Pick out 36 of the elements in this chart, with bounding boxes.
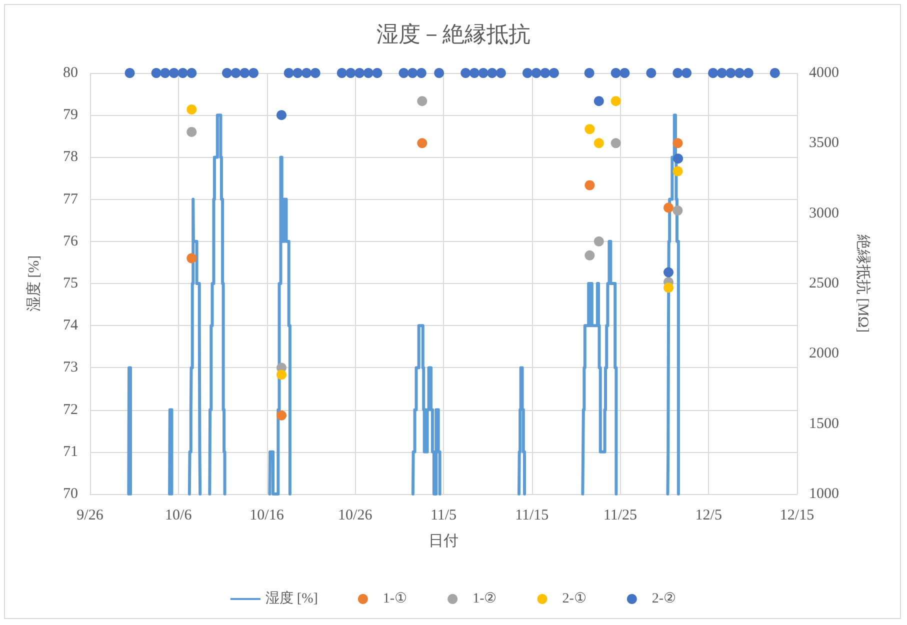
y2-tick-label: 2000 <box>809 346 839 362</box>
x-tick-label: 12/15 <box>780 508 814 524</box>
y-tick-label: 71 <box>63 444 78 460</box>
y2-tick-label: 1000 <box>809 486 839 502</box>
y-tick-label: 76 <box>63 233 78 250</box>
y-tick-label: 70 <box>63 486 78 502</box>
y-tick-label: 72 <box>63 402 78 418</box>
y-tick-label: 78 <box>63 149 78 166</box>
y2-tick-label: 4000 <box>809 65 839 81</box>
legend-label: 湿度 [%] <box>265 590 318 606</box>
x-tick-label: 10/26 <box>338 508 373 524</box>
y2-axis-title: 絶縁抵抗 [MΩ] <box>854 233 872 333</box>
y-tick-label: 74 <box>63 318 78 334</box>
y-axis-title: 湿度 [%] <box>26 255 42 312</box>
x-axis-title: 日付 <box>428 534 458 550</box>
legend-label: 1-② <box>472 592 498 606</box>
y-tick-label: 75 <box>63 276 78 292</box>
x-tick-label: 11/15 <box>515 508 549 524</box>
legend-label: 2-② <box>652 592 677 606</box>
y2-tick-label: 3000 <box>809 205 839 222</box>
x-tick-label: 11/5 <box>430 508 457 524</box>
x-tick-label: 9/26 <box>76 508 104 524</box>
legend-label: 2-① <box>562 592 587 606</box>
x-tick-label: 11/25 <box>603 508 638 524</box>
y-tick-label: 80 <box>63 65 78 81</box>
y2-tick-label: 3500 <box>809 135 839 152</box>
x-tick-label: 12/5 <box>695 508 722 524</box>
x-tick-label: 10/16 <box>250 508 284 524</box>
y-tick-label: 79 <box>63 107 78 124</box>
y-tick-label: 77 <box>63 191 78 208</box>
y2-tick-label: 2500 <box>809 276 839 292</box>
legend-label: 1-① <box>382 592 408 606</box>
chart-title: 湿度－絶縁抵抗 <box>376 22 530 46</box>
x-tick-label: 10/6 <box>165 508 192 524</box>
y2-tick-label: 1500 <box>809 416 839 432</box>
y-tick-label: 73 <box>63 360 78 376</box>
